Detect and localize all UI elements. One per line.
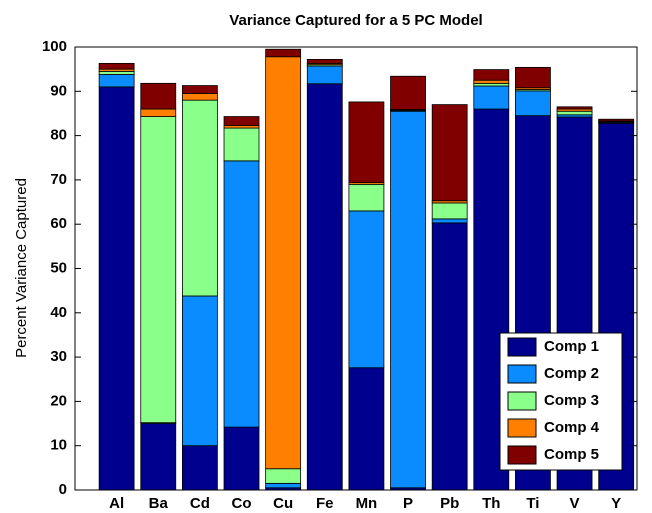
legend-swatch <box>507 418 537 438</box>
y-tick-label: 40 <box>50 304 67 321</box>
x-tick-label: Fe <box>316 495 334 512</box>
x-tick-label: Cu <box>273 495 293 512</box>
x-tick-label: Al <box>109 495 124 512</box>
bar-segment <box>431 222 468 491</box>
bar-segment <box>98 62 135 70</box>
x-tick-label: Co <box>232 495 252 512</box>
bar-segment <box>473 85 510 110</box>
bar-segment <box>306 83 343 491</box>
y-axis-label: Percent Variance Captured <box>13 178 30 358</box>
legend-label: Comp 4 <box>544 419 600 436</box>
legend-label: Comp 1 <box>544 338 599 355</box>
y-tick-label: 30 <box>50 348 67 365</box>
x-tick-label: P <box>403 495 413 512</box>
bar-segment <box>515 90 551 117</box>
legend-swatch <box>507 391 537 411</box>
bar-segment <box>348 367 385 491</box>
chart-title: Variance Captured for a 5 PC Model <box>229 12 482 29</box>
bar-segment <box>556 110 593 116</box>
y-tick-label: 90 <box>50 82 67 99</box>
bar-segment <box>431 202 468 220</box>
bar-segment <box>223 127 260 162</box>
x-tick-label: Th <box>482 495 500 512</box>
bar-segment <box>98 70 135 75</box>
bar-segment <box>223 426 260 491</box>
bar-segment <box>265 468 302 484</box>
bar-segment <box>181 93 218 101</box>
bar-segment <box>348 210 385 369</box>
y-tick-label: 70 <box>50 171 67 188</box>
x-tick-label: V <box>570 495 580 512</box>
bar-segment <box>98 74 135 88</box>
bar-segment <box>306 65 343 85</box>
y-tick-label: 10 <box>50 437 67 454</box>
plot-frame <box>74 46 638 491</box>
bar-segment <box>181 99 218 297</box>
bar-segment <box>181 85 218 94</box>
bar-segment <box>181 295 218 447</box>
legend-swatch <box>507 337 537 357</box>
x-tick-label: Pb <box>440 495 459 512</box>
bar-segment <box>223 160 260 428</box>
x-tick-label: Mn <box>356 495 378 512</box>
bar-segment <box>348 101 385 183</box>
bar-segment <box>473 79 510 84</box>
x-tick-label: Cd <box>190 495 210 512</box>
x-tick-label: Ba <box>149 495 169 512</box>
bar-segment <box>556 106 593 110</box>
bar-segment <box>140 82 177 110</box>
bar-segment <box>140 108 177 117</box>
bar-segment <box>140 423 177 491</box>
bar-segment <box>265 56 302 470</box>
x-tick-label: Y <box>611 495 621 512</box>
y-tick-label: 0 <box>59 481 67 498</box>
bar-segment <box>98 86 135 491</box>
bar-segment <box>223 116 260 126</box>
legend-label: Comp 5 <box>544 446 599 463</box>
bar-segment <box>181 445 218 491</box>
legend-swatch <box>507 445 537 465</box>
y-tick-label: 60 <box>50 215 67 232</box>
bar-segment <box>390 75 426 110</box>
bar-segment <box>598 118 635 122</box>
bar-segment <box>431 104 468 202</box>
legend-label: Comp 3 <box>544 392 599 409</box>
legend-label: Comp 2 <box>544 365 599 382</box>
bar-segment <box>265 482 302 489</box>
bar-segment <box>306 59 343 64</box>
bar-segment <box>348 183 385 212</box>
legend-swatch <box>507 364 537 384</box>
x-tick-label: Ti <box>526 495 539 512</box>
bar-segment <box>390 110 426 489</box>
bar-segment <box>431 218 468 224</box>
y-tick-label: 80 <box>50 127 67 144</box>
y-tick-label: 20 <box>50 392 67 409</box>
bar-segment <box>515 66 551 89</box>
bar-segment <box>473 69 510 81</box>
y-tick-label: 50 <box>50 259 67 276</box>
bar-segment <box>140 116 177 424</box>
bar-segment <box>265 48 302 58</box>
y-tick-label: 100 <box>42 38 67 55</box>
